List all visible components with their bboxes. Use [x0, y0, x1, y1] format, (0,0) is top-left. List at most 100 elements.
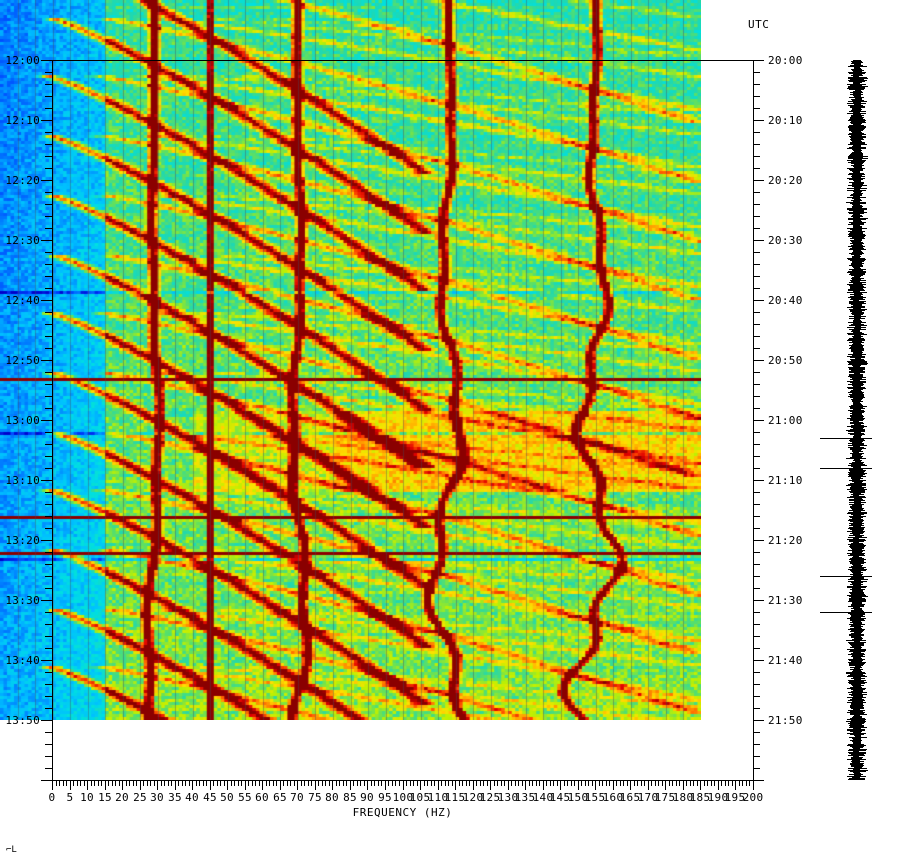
waveform-sample	[848, 629, 865, 630]
waveform-sample	[850, 457, 862, 458]
waveform-sample	[849, 363, 868, 364]
x-axis-label: 60	[255, 791, 269, 804]
waveform-sample	[853, 398, 863, 399]
waveform-sample	[846, 485, 866, 486]
waveform-sample	[853, 366, 860, 367]
x-axis-major-tick	[753, 780, 754, 790]
x-axis-major-tick	[630, 780, 631, 790]
waveform-sample	[849, 737, 867, 738]
y-axis-major-tick	[753, 480, 764, 481]
waveform-sample	[852, 603, 862, 604]
waveform-sample	[855, 90, 861, 91]
waveform-sample	[847, 188, 867, 189]
x-axis-minor-tick	[294, 780, 295, 786]
x-axis-major-tick	[420, 780, 421, 790]
waveform-sample	[850, 143, 865, 144]
y-axis-minor-tick	[45, 432, 52, 433]
y-axis-minor-tick	[753, 264, 760, 265]
waveform-sample	[850, 483, 866, 484]
x-axis-minor-tick	[581, 780, 582, 786]
y-axis-minor-tick	[45, 492, 52, 493]
x-axis-minor-tick	[504, 780, 505, 786]
waveform-sample	[850, 382, 866, 383]
waveform-sample	[847, 209, 867, 210]
y-axis-minor-tick	[45, 384, 52, 385]
waveform-sample	[850, 626, 863, 627]
waveform-sample	[849, 499, 863, 500]
y-axis-minor-tick	[45, 168, 52, 169]
waveform-sample	[853, 320, 861, 321]
waveform-sample	[851, 582, 863, 583]
waveform-sample	[849, 375, 863, 376]
waveform-sample	[850, 170, 863, 171]
waveform-strip[interactable]	[820, 60, 872, 780]
waveform-sample	[851, 543, 863, 544]
waveform-sample	[848, 289, 864, 290]
waveform-sample	[852, 741, 861, 742]
waveform-sample	[847, 697, 866, 698]
waveform-sample	[851, 241, 861, 242]
waveform-sample	[853, 386, 861, 387]
waveform-sample	[849, 778, 865, 779]
x-axis-minor-tick	[308, 780, 309, 786]
waveform-sample	[849, 599, 866, 600]
waveform-sample	[853, 95, 861, 96]
waveform-sample	[855, 736, 861, 737]
x-axis-label: 115	[444, 791, 466, 804]
x-axis-label: 40	[185, 791, 199, 804]
waveform-sample	[850, 280, 866, 281]
waveform-sample	[853, 743, 861, 744]
waveform-sample	[850, 722, 865, 723]
waveform-sample	[848, 78, 868, 79]
waveform-sample	[853, 446, 860, 447]
waveform-sample	[846, 640, 866, 641]
x-axis-minor-tick	[276, 780, 277, 786]
spectrogram-plot[interactable]	[0, 0, 701, 720]
waveform-sample	[853, 716, 862, 717]
waveform-sample	[852, 215, 862, 216]
waveform-sample	[849, 97, 864, 98]
y-axis-minor-tick	[45, 576, 52, 577]
waveform-sample	[847, 712, 865, 713]
waveform-sample	[849, 541, 864, 542]
waveform-sample	[849, 664, 864, 665]
x-axis-minor-tick	[339, 780, 340, 786]
waveform-sample	[850, 644, 864, 645]
waveform-sample	[852, 655, 863, 656]
waveform-sample	[848, 581, 867, 582]
x-axis-minor-tick	[494, 780, 495, 786]
waveform-sample	[853, 769, 860, 770]
waveform-sample	[850, 584, 863, 585]
y-axis-minor-tick	[45, 744, 52, 745]
waveform-sample	[850, 229, 862, 230]
x-axis-minor-tick	[546, 780, 547, 786]
waveform-sample	[850, 674, 863, 675]
waveform-sample	[852, 444, 864, 445]
x-axis-minor-tick	[133, 780, 134, 786]
waveform-sample	[851, 163, 863, 164]
y-axis-major-tick	[753, 660, 764, 661]
x-axis-minor-tick	[115, 780, 116, 786]
waveform-sample	[850, 422, 863, 423]
x-axis-label: 170	[637, 791, 659, 804]
y-axis-minor-tick	[45, 456, 52, 457]
y-axis-minor-tick	[753, 612, 760, 613]
x-axis-minor-tick	[129, 780, 130, 786]
waveform-sample	[847, 88, 865, 89]
waveform-sample	[848, 259, 866, 260]
waveform-sample	[850, 647, 862, 648]
waveform-sample	[850, 667, 862, 668]
waveform-sample	[851, 661, 862, 662]
waveform-sample	[851, 604, 865, 605]
x-axis-minor-tick	[536, 780, 537, 786]
waveform-sample	[849, 475, 863, 476]
waveform-sample	[850, 391, 862, 392]
waveform-sample	[848, 384, 864, 385]
waveform-sample	[848, 755, 865, 756]
waveform-sample	[850, 232, 863, 233]
x-axis-minor-tick	[669, 780, 670, 786]
y-axis-major-tick	[41, 60, 52, 61]
waveform-sample	[851, 123, 862, 124]
waveform-sample	[850, 628, 862, 629]
x-axis-minor-tick	[441, 780, 442, 786]
